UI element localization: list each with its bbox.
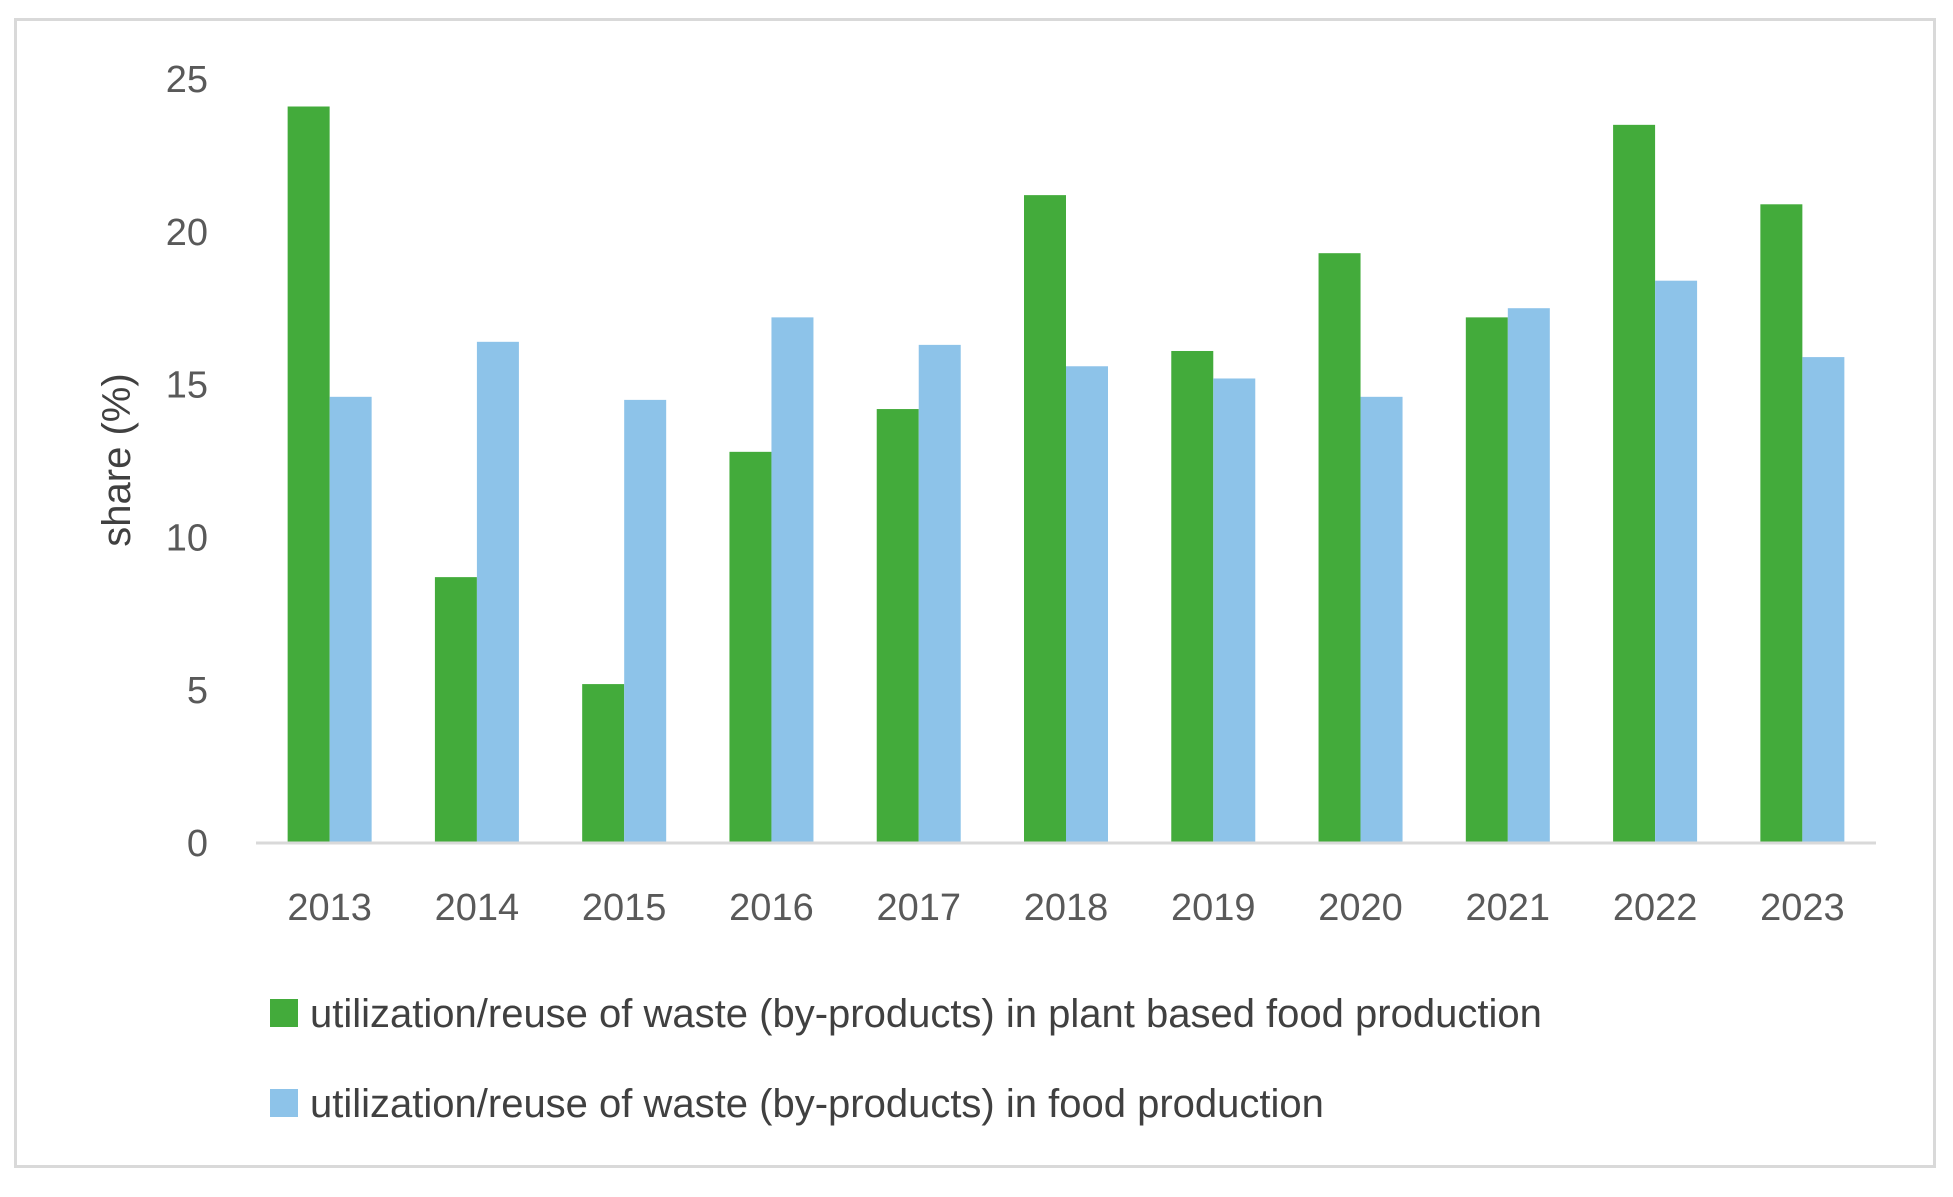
bar-plant-based-2021 xyxy=(1465,317,1508,843)
legend-label: utilization/reuse of waste (by-products)… xyxy=(310,1082,1324,1126)
x-tick-label: 2022 xyxy=(1613,887,1698,929)
x-tick-label: 2020 xyxy=(1318,887,1403,929)
bar-food-2022 xyxy=(1655,280,1698,843)
bar-food-2015 xyxy=(624,399,667,843)
bar-plant-based-2020 xyxy=(1318,253,1361,843)
bar-food-2014 xyxy=(476,341,519,843)
bar-food-2019 xyxy=(1213,378,1256,843)
x-tick-label: 2017 xyxy=(876,887,961,929)
x-tick-label: 2013 xyxy=(287,887,372,929)
legend-swatch xyxy=(270,999,298,1027)
x-tick-label: 2016 xyxy=(729,887,814,929)
bar-food-2017 xyxy=(918,344,961,843)
x-tick-label: 2023 xyxy=(1760,887,1845,929)
y-tick-label: 20 xyxy=(166,212,208,254)
x-tick-label: 2018 xyxy=(1024,887,1109,929)
bar-food-2018 xyxy=(1066,366,1108,843)
y-tick-label: 0 xyxy=(187,823,208,865)
bar-food-2016 xyxy=(771,317,814,843)
bar-plant-based-2018 xyxy=(1024,195,1066,844)
y-tick-label: 10 xyxy=(166,517,208,559)
bar-plant-based-2017 xyxy=(876,409,919,843)
bar-food-2013 xyxy=(329,396,372,843)
y-tick-label: 5 xyxy=(187,670,208,712)
bar-plant-based-2014 xyxy=(434,577,477,843)
legend: utilization/reuse of waste (by-products)… xyxy=(270,992,1542,1126)
bar-food-2020 xyxy=(1360,396,1403,843)
bar-plant-based-2013 xyxy=(287,106,330,843)
legend-label: utilization/reuse of waste (by-products)… xyxy=(310,992,1542,1036)
x-tick-label: 2021 xyxy=(1466,887,1551,929)
y-tick-label: 25 xyxy=(166,59,208,101)
x-tick-label: 2015 xyxy=(582,887,667,929)
bar-plant-based-2019 xyxy=(1171,350,1214,843)
bar-food-2023 xyxy=(1802,357,1845,843)
bar-plant-based-2016 xyxy=(729,451,772,843)
y-tick-label: 15 xyxy=(166,365,208,407)
y-tick-labels: 0 5 10 15 20 25 xyxy=(166,59,208,865)
legend-swatch xyxy=(270,1089,298,1117)
x-tick-label: 2019 xyxy=(1171,887,1256,929)
bar-plant-based-2022 xyxy=(1613,124,1656,844)
y-axis-label: share (%) xyxy=(95,373,139,546)
bars xyxy=(287,106,1845,844)
bar-plant-based-2015 xyxy=(582,684,625,843)
bar-plant-based-2023 xyxy=(1760,204,1803,843)
bar-food-2021 xyxy=(1507,308,1550,843)
x-tick-labels: 2013 2014 2015 2016 2017 2018 2019 2020 2021 2022… xyxy=(287,887,1844,929)
x-tick-label: 2014 xyxy=(435,887,520,929)
